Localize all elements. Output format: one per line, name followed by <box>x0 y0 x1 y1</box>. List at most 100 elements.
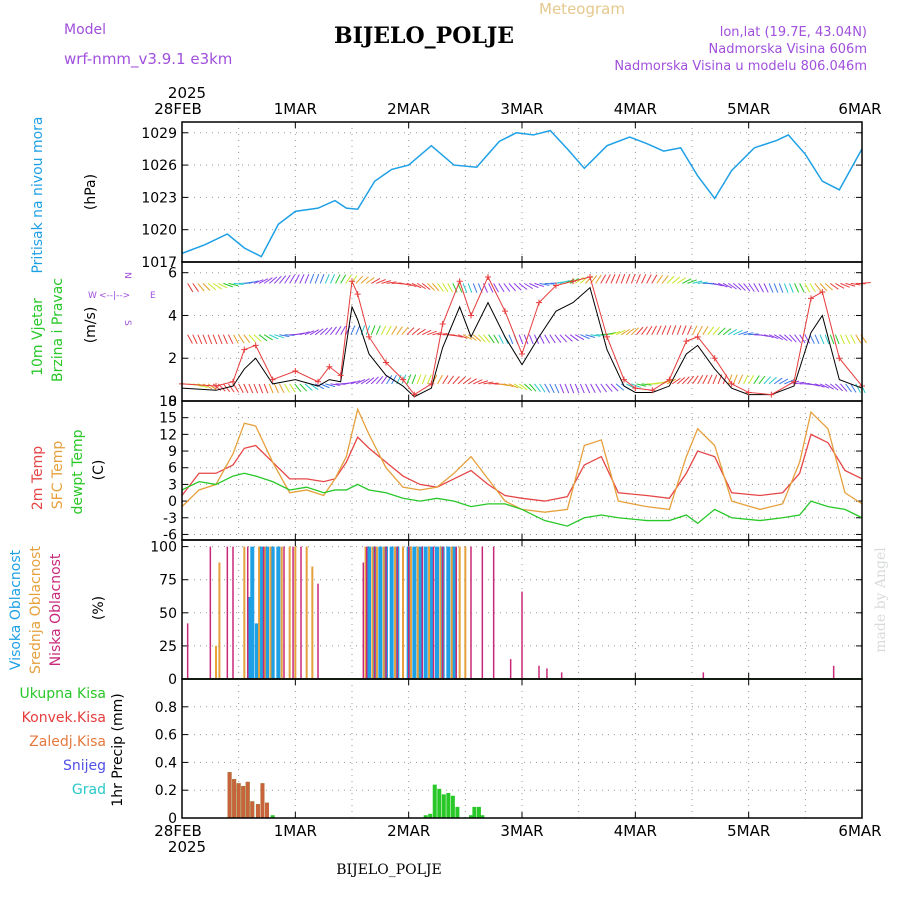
wind-arrow <box>600 274 607 284</box>
wind-arrow <box>253 334 262 342</box>
cloud-low-bar <box>365 546 368 679</box>
wind-arrow <box>370 376 379 385</box>
wind-marker <box>230 378 236 385</box>
wind-arrow <box>692 325 698 335</box>
y-tick-label: 4 <box>168 308 177 324</box>
wind-arrow <box>406 327 415 336</box>
cloud-low-bar <box>300 546 302 679</box>
wind-arrow <box>743 283 751 292</box>
pressure-label: Pritisak na nivou mora <box>30 116 46 273</box>
wind-arrow <box>676 277 686 284</box>
wind-arrow <box>564 334 573 342</box>
wind-arrow <box>233 334 239 344</box>
wind-arrow <box>187 283 194 293</box>
wind-arrow <box>498 334 504 344</box>
wind-arrow <box>819 334 825 345</box>
wind-arrow <box>712 326 720 336</box>
wind-arrow <box>401 282 412 286</box>
temp-label-2: SFC Temp <box>50 441 66 510</box>
wind-arrow <box>330 383 341 386</box>
time-label-bottom: 3MAR <box>500 822 543 840</box>
precip-total-bar <box>446 792 451 818</box>
wind-marker <box>649 387 656 394</box>
wind-marker <box>411 391 418 398</box>
wind-arrow <box>529 282 539 289</box>
wind-marker <box>570 278 576 285</box>
y-tick-label: 75 <box>159 573 177 589</box>
wind-marker <box>587 273 593 280</box>
wind-arrow <box>452 283 458 293</box>
wind-arrow <box>314 273 320 284</box>
wind-arrow <box>309 329 319 336</box>
y-tick-label: 0 <box>168 811 177 827</box>
y-tick-label: -6 <box>163 527 177 543</box>
wind-arrow <box>279 334 290 338</box>
wind-arrow <box>467 334 477 341</box>
precip-conv-bar <box>260 783 265 818</box>
cloud-low-bar <box>246 546 249 679</box>
wind-marker <box>326 363 333 370</box>
wind-arrow <box>697 281 708 284</box>
cloud-high-bar <box>265 546 269 679</box>
precip-total-bar <box>455 806 460 818</box>
cloud-low-bar <box>186 623 189 679</box>
wind-arrow <box>829 383 839 391</box>
precip-legend-item: Ukupna Kisa <box>19 686 106 702</box>
cloud-high-bar <box>270 546 275 679</box>
wind-arrow <box>528 383 537 392</box>
cloud-mid-bar <box>439 546 442 679</box>
cloud-high-bar <box>259 546 264 679</box>
cloud-mid-bar <box>416 546 419 679</box>
wind-arrow <box>268 276 278 284</box>
wind-arrow <box>834 334 840 345</box>
year-top: 2025 <box>168 84 206 102</box>
wind-arrow <box>258 334 268 342</box>
wind-arrow <box>411 282 422 289</box>
wind-arrow <box>712 282 723 287</box>
panel-frame <box>181 678 863 819</box>
wind-arrow <box>697 325 703 335</box>
wind-arrow <box>748 283 755 292</box>
time-label-top: 1MAR <box>274 100 317 118</box>
wind-arrow <box>340 274 347 284</box>
wind-arrow <box>549 383 555 394</box>
cloud-low-bar <box>702 672 705 679</box>
cloud-high-bar <box>367 546 371 679</box>
wind-arrow <box>355 325 361 335</box>
y-tick-label: 6 <box>168 461 177 477</box>
cloud-high-bar <box>418 546 422 679</box>
wind-arrow <box>335 274 341 284</box>
wind-arrow <box>447 283 453 293</box>
cloud-high-bar <box>435 546 439 679</box>
wind-arrow <box>452 376 460 385</box>
wind-marker <box>553 282 559 289</box>
wind-arrow <box>585 334 596 338</box>
cloud-low-bar <box>396 546 399 679</box>
wind-arrow <box>422 329 432 336</box>
wind-marker <box>768 391 775 398</box>
wind-arrow <box>212 282 222 290</box>
y-tick-label: 1020 <box>141 223 177 239</box>
wind-arrow <box>518 282 528 290</box>
panel-3: 0 25 50 75 100 <box>150 539 863 688</box>
y-tick-label: 0.6 <box>155 728 177 744</box>
wind-arrow <box>493 334 500 344</box>
wind-arrow <box>641 326 648 336</box>
cloud-unit: (%) <box>91 596 107 620</box>
wind-arrow <box>411 374 417 385</box>
cloud-mid-bar <box>402 546 404 679</box>
wind-arrow <box>554 383 560 394</box>
wind-marker <box>519 350 525 357</box>
precip-total-bar <box>423 815 428 818</box>
cloud-mid-bar <box>371 546 374 679</box>
wind-marker <box>354 291 361 298</box>
temp-label-1: 2m Temp <box>30 446 46 510</box>
wind-arrow <box>534 383 541 393</box>
cloud-high-bar <box>412 546 417 679</box>
wind-compass: W <--|--> E N S <box>88 272 156 326</box>
wind-arrow <box>416 282 426 290</box>
wind-marker <box>241 346 248 353</box>
elevation: Nadmorska Visina 606m <box>709 42 868 57</box>
wind-arrow <box>289 274 296 284</box>
wind-arrow <box>554 334 562 343</box>
